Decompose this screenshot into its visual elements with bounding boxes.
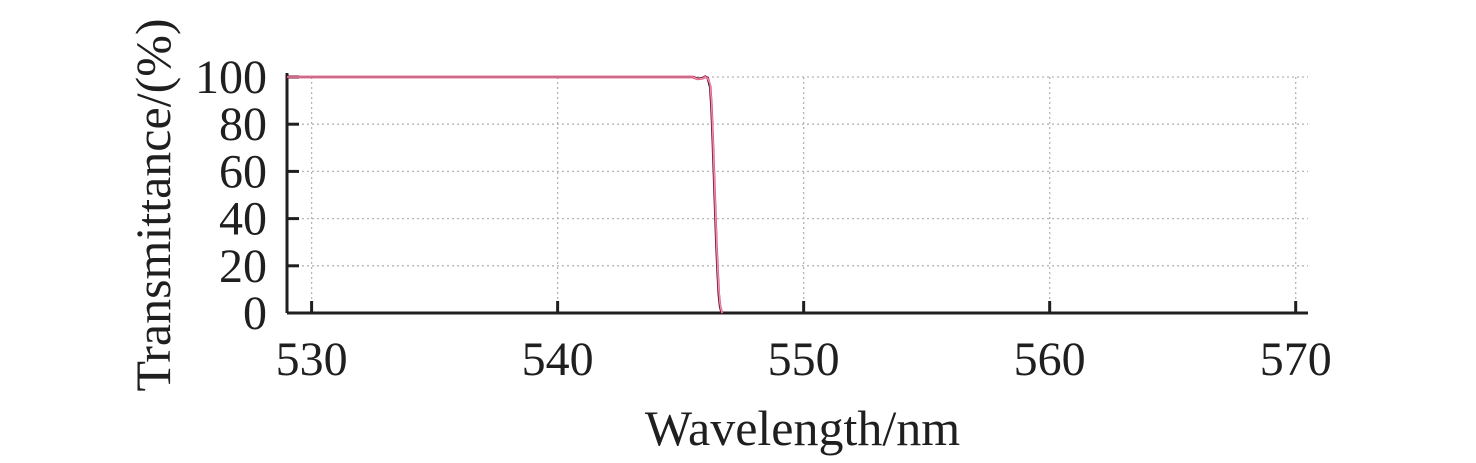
x-tick-label: 550 — [768, 333, 840, 386]
series-line-1 — [287, 75, 724, 314]
y-tick-label: 20 — [219, 240, 267, 293]
y-tick-label: 0 — [243, 287, 267, 340]
series — [287, 75, 724, 314]
grid — [287, 76, 1308, 313]
x-axis-label: Wavelength/nm — [645, 400, 960, 456]
y-tick-label: 40 — [219, 193, 267, 246]
y-tick-label: 100 — [195, 51, 267, 104]
x-tick-label: 530 — [276, 333, 348, 386]
y-tick-label: 80 — [219, 98, 267, 151]
x-tick-label: 560 — [1014, 333, 1086, 386]
x-tick-label: 540 — [522, 333, 594, 386]
series-line-2 — [287, 75, 724, 314]
y-tick-label: 60 — [219, 145, 267, 198]
x-tick-label: 570 — [1260, 333, 1332, 386]
series-line-3 — [287, 75, 724, 314]
y-axis-label: Transmittance/(%) — [125, 18, 181, 391]
axes — [285, 73, 1308, 315]
